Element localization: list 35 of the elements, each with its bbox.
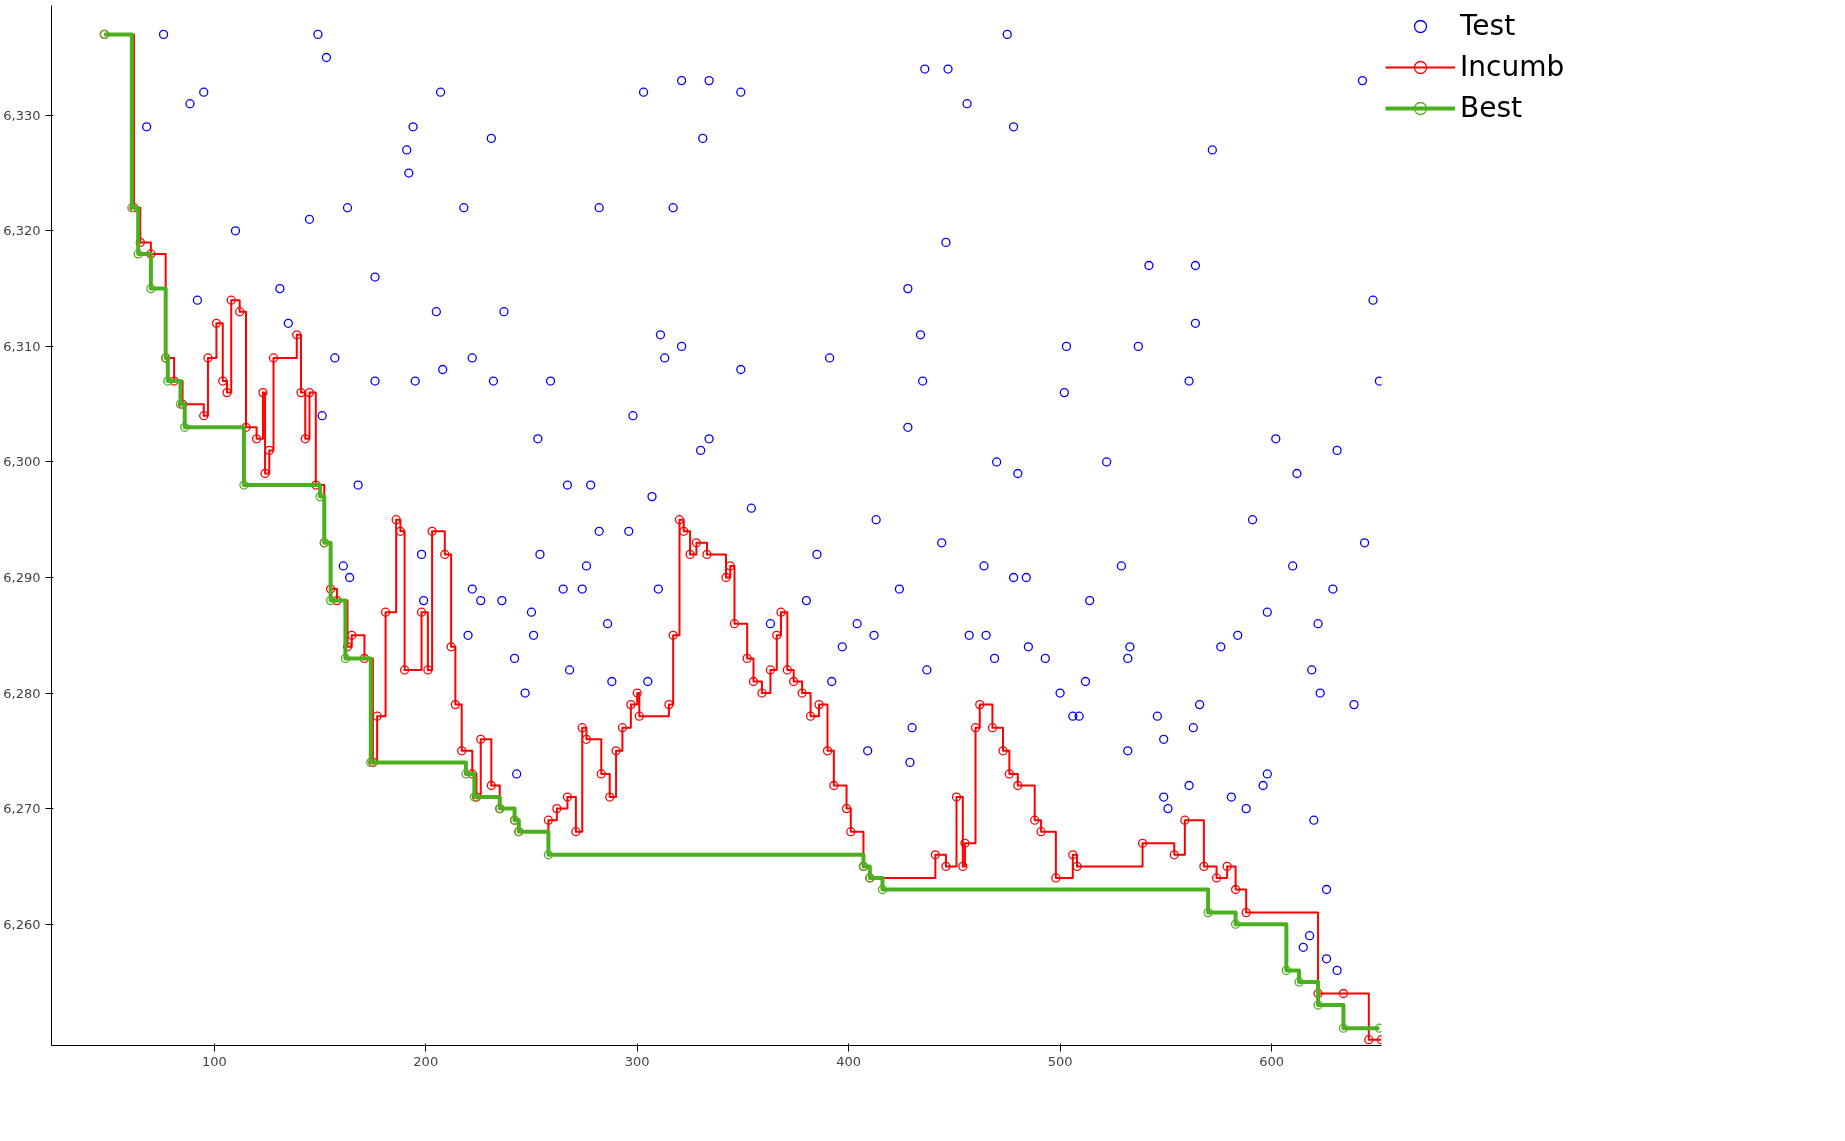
y-tick-label: 6,260 [3, 916, 41, 932]
point [163, 376, 173, 386]
point [1338, 1023, 1349, 1033]
y-tick-label: 6,320 [3, 223, 41, 239]
point [877, 884, 888, 895]
legend-label: Test [1460, 9, 1516, 42]
x-tick-label: 100 [201, 1053, 227, 1069]
y-tick-label: 6,310 [3, 338, 41, 354]
point [340, 653, 351, 664]
point [146, 283, 156, 294]
point [1313, 1000, 1323, 1010]
x-tick-label: 200 [413, 1053, 439, 1069]
point [325, 595, 336, 606]
point [461, 769, 471, 779]
point [1230, 919, 1241, 929]
point [133, 249, 143, 259]
legend-label: Best [1460, 91, 1523, 124]
x-tick-label: 400 [836, 1053, 862, 1069]
point [315, 491, 325, 502]
y-tick-label: 6,330 [3, 107, 41, 123]
point [543, 850, 554, 860]
y-tick-label: 6,270 [3, 801, 41, 817]
x-tick-label: 500 [1047, 1053, 1073, 1069]
legend-label: Incumb [1460, 50, 1565, 83]
point [1294, 977, 1304, 987]
x-tick-label: 300 [624, 1053, 650, 1069]
x-tick-label: 600 [1259, 1053, 1284, 1069]
y-tick-label: 6,300 [3, 454, 41, 470]
point [1374, 1023, 1382, 1033]
point [1281, 965, 1291, 976]
point [1203, 907, 1213, 918]
point [180, 422, 190, 432]
y-tick-label: 6,280 [3, 685, 41, 701]
point [239, 480, 249, 490]
y-tick-label: 6,290 [3, 570, 41, 585]
